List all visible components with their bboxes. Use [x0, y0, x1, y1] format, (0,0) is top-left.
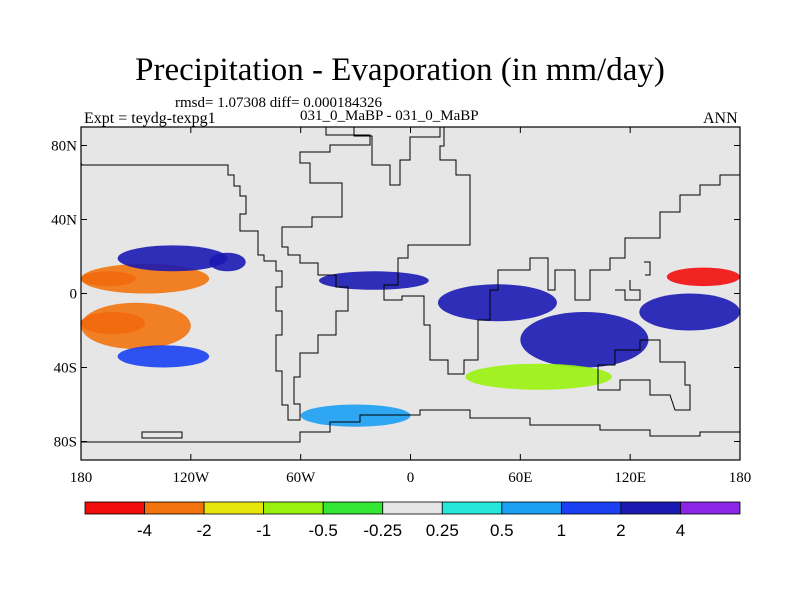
x-tick-label: 60W [286, 470, 316, 486]
colorbar-swatch [501, 501, 562, 515]
colorbar-swatch [263, 501, 324, 515]
field-region [300, 404, 411, 427]
field-region [209, 252, 246, 272]
x-tick-label: 0 [407, 470, 415, 486]
colorbar: -4 -2 -1 -0.5 -0.25 0.25 0.5 1 2 4 [84, 501, 741, 540]
coastline-australia [597, 339, 691, 411]
colorbar-swatch [382, 501, 443, 515]
season-label: ANN [703, 110, 738, 127]
y-tick-label: 80N [51, 139, 77, 155]
chart-title: Precipitation - Evaporation (in mm/day) [135, 52, 665, 88]
y-tick-label: 0 [70, 287, 78, 303]
y-tick-label: 40N [51, 213, 77, 229]
y-tick-label: 80S [54, 435, 77, 451]
colorbar-swatch [560, 501, 622, 515]
colorbar-label: 2 [616, 521, 625, 540]
colorbar-swatch [322, 501, 384, 515]
axes-group: 180 120W 60W 0 60E 120E 180 80N 40N 0 40S 80S [51, 127, 751, 486]
x-tick-label: 60E [508, 470, 532, 486]
colorbar-label: 4 [676, 521, 685, 540]
coastline-antarctica [81, 409, 740, 443]
experiment-periods-text: 031_0_MaBP - 031_0_MaBP [300, 108, 479, 124]
x-tick-label: 180 [729, 470, 752, 486]
colorbar-label: -4 [137, 521, 152, 540]
colorbar-label: -0.5 [309, 521, 338, 540]
y-tick-label: 40S [54, 361, 77, 377]
coastline-greenland [353, 127, 441, 186]
colorbar-swatch [203, 501, 265, 515]
coastline-eurasia [383, 127, 740, 375]
colorbar-swatch [620, 501, 681, 515]
field-background [81, 127, 740, 460]
colorbar-label: 0.5 [490, 521, 514, 540]
colorbar-swatch [680, 501, 741, 515]
coastline-americas [81, 127, 371, 421]
experiment-label: Expt = teydg-texpg1 [84, 110, 216, 127]
field-region [117, 345, 210, 368]
colorbar-swatch [144, 501, 205, 515]
stats-text: rmsd= 1.07308 diff= 0.000184326 [175, 95, 383, 111]
field-region [465, 363, 612, 390]
colorbar-label: -2 [197, 521, 212, 540]
coastline-ross-shelf [141, 431, 183, 439]
precip-evap-field [81, 127, 741, 460]
x-tick-label: 120W [172, 470, 210, 486]
coastline-indonesia [615, 261, 651, 301]
field-region [117, 245, 228, 272]
colorbar-swatch [84, 501, 145, 515]
field-region [639, 293, 740, 331]
field-region [437, 284, 557, 322]
colorbar-label: 0.25 [426, 521, 459, 540]
colorbar-swatch [441, 501, 503, 515]
colorbar-label: -1 [256, 521, 271, 540]
x-tick-label: 180 [70, 470, 93, 486]
colorbar-label: -0.25 [363, 521, 402, 540]
colorbar-label: 1 [557, 521, 566, 540]
x-tick-label: 120E [614, 470, 646, 486]
field-region [520, 312, 649, 368]
field-region [318, 271, 429, 290]
field-region [81, 263, 210, 294]
coastline-group [81, 127, 740, 443]
field-region [81, 302, 191, 349]
field-region [666, 267, 741, 287]
